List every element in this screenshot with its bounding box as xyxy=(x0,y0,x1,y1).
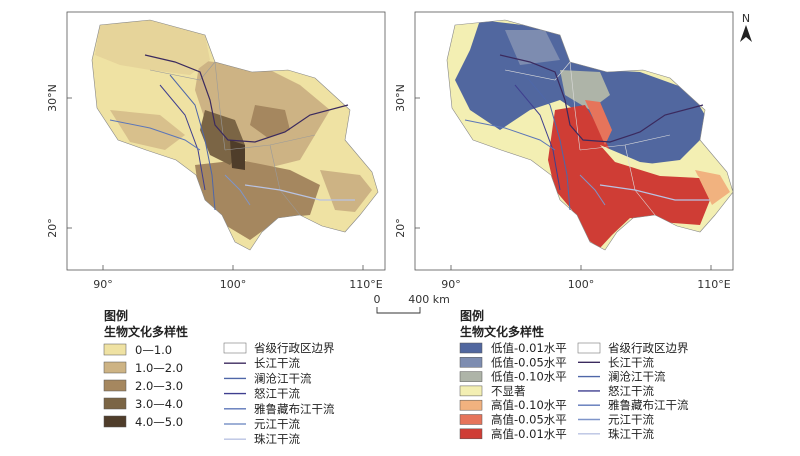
right-layer-river-label-1: 澜沧江干流 xyxy=(608,370,666,384)
left-layer-river-label-0: 长江干流 xyxy=(254,356,300,370)
right-tick-x-110: 110°E xyxy=(697,278,730,291)
right-legend-class-label-2: 低值-0.10水平 xyxy=(491,370,567,384)
scale-bar: 0 400 km xyxy=(374,293,450,314)
scale-label-start: 0 xyxy=(374,293,381,306)
left-legend-class-label-4: 4.0—5.0 xyxy=(135,415,183,429)
left-lancang-river xyxy=(169,74,216,211)
north-arrow-label: N xyxy=(742,12,750,25)
right-province-boundaries xyxy=(504,61,671,216)
right-legend-class-swatch-0 xyxy=(459,342,483,354)
left-rivers xyxy=(109,54,355,211)
left-legend-subtitle: 生物文化多样性 xyxy=(104,324,188,339)
right-layer-river-label-4: 元江干流 xyxy=(608,413,654,427)
right-region-ns-band xyxy=(600,145,700,178)
right-region-high-p10 xyxy=(695,170,730,205)
left-legend-class-swatch-3 xyxy=(103,397,127,410)
left-legend-class-label-3: 3.0—4.0 xyxy=(135,397,183,411)
right-region-low-p10 xyxy=(560,70,610,110)
left-tick-y-20: 20° xyxy=(46,218,59,238)
left-legend-class-label-0: 0—1.0 xyxy=(135,343,172,357)
right-legend-title: 图例 xyxy=(460,308,484,323)
right-legend: 图例 生物文化多样性 低值-0.01水平低值-0.05水平低值-0.10水平不显… xyxy=(459,308,567,441)
right-legend-class-label-1: 低值-0.05水平 xyxy=(491,355,567,369)
left-legend-class-swatch-0 xyxy=(103,343,127,356)
right-legend-class-swatch-1 xyxy=(459,357,483,368)
left-legend-title: 图例 xyxy=(104,308,128,323)
right-lancang-river xyxy=(524,74,571,211)
right-yuan-river xyxy=(579,174,606,206)
right-layer-river-label-5: 珠江干流 xyxy=(608,427,654,441)
north-arrow: N xyxy=(740,12,752,42)
left-layer-river-label-3: 雅鲁藏布江干流 xyxy=(254,402,335,416)
left-region-sichuan xyxy=(250,105,290,138)
left-tick-x-90: 90° xyxy=(93,278,113,291)
left-tick-y-30: 30°N xyxy=(46,84,59,112)
right-layer-river-label-0: 长江干流 xyxy=(608,355,654,369)
right-yangtze-river xyxy=(499,54,704,143)
left-region-peak xyxy=(230,140,245,170)
scale-bar-line xyxy=(376,307,421,314)
north-arrow-icon xyxy=(740,25,752,42)
right-legend-subtitle: 生物文化多样性 xyxy=(460,324,544,339)
left-legend-class-swatch-1 xyxy=(103,361,127,374)
right-study-area-outline xyxy=(446,19,734,251)
right-axis-ticks xyxy=(415,97,712,270)
left-layer-boundary-label: 省级行政区边界 xyxy=(254,341,335,355)
left-study-area-outline xyxy=(91,19,379,251)
left-yangtze-river xyxy=(144,54,349,143)
left-legend-class-swatch-2 xyxy=(103,379,127,392)
right-layer-boundary-swatch xyxy=(577,342,601,354)
left-layer-river-label-5: 珠江干流 xyxy=(254,432,300,446)
right-legend-class-label-6: 高值-0.01水平 xyxy=(491,427,567,441)
left-legend-class-label-2: 2.0—3.0 xyxy=(135,379,183,393)
right-pearl-river xyxy=(599,184,710,201)
right-legend-class-swatch-6 xyxy=(459,428,483,440)
right-legend-class-swatch-3 xyxy=(459,385,483,397)
left-region-tibet xyxy=(110,110,185,150)
left-layer-boundary-swatch xyxy=(223,342,247,354)
right-tick-y-30: 30°N xyxy=(394,84,407,112)
scale-label-end: 400 km xyxy=(408,293,450,306)
left-region-south xyxy=(195,160,320,240)
left-layer-river-label-4: 元江干流 xyxy=(254,417,300,431)
left-legend-classes: 0—1.0 1.0—2.0 2.0—3.0 3.0—4.0 4.0—5.0 xyxy=(103,343,183,429)
right-legend-class-swatch-2 xyxy=(459,371,483,382)
left-legend-class-label-1: 1.0—2.0 xyxy=(135,361,183,375)
left-tick-x-100: 100° xyxy=(220,278,247,291)
right-tick-x-90: 90° xyxy=(441,278,461,291)
right-rivers xyxy=(464,54,710,211)
left-layer-river-label-2: 怒江干流 xyxy=(254,387,300,401)
right-tick-y-20: 20° xyxy=(394,218,407,238)
right-layer-river-label-3: 雅鲁藏布江干流 xyxy=(608,398,689,412)
right-legend-class-swatch-4 xyxy=(459,399,483,411)
left-legend: 图例 生物文化多样性 0—1.0 1.0—2.0 2.0—3.0 3.0—4.0 4.0… xyxy=(103,308,188,429)
right-layer-river-label-2: 怒江干流 xyxy=(608,384,654,398)
left-legend-class-swatch-4 xyxy=(103,415,127,428)
left-nu-river xyxy=(159,84,206,191)
left-axis-ticks xyxy=(67,97,364,270)
right-yarlung-river xyxy=(464,119,556,151)
right-region-high-p05 xyxy=(585,100,612,145)
right-legend-class-label-5: 高值-0.05水平 xyxy=(491,413,567,427)
right-legend-class-label-4: 高值-0.10水平 xyxy=(491,398,567,412)
left-yarlung-river xyxy=(109,119,201,151)
right-legend-class-swatch-5 xyxy=(459,414,483,425)
left-region-north-plateau xyxy=(95,20,210,75)
left-pearl-river xyxy=(244,184,355,201)
right-legend-class-label-3: 不显著 xyxy=(491,384,526,398)
right-layer-boundary-label: 省级行政区边界 xyxy=(608,341,689,355)
right-region-low-p05 xyxy=(505,30,560,65)
left-tick-x-110: 110°E xyxy=(349,278,382,291)
left-region-east xyxy=(320,170,372,212)
right-legend-class-label-0: 低值-0.01水平 xyxy=(491,341,567,355)
right-legend-classes: 低值-0.01水平低值-0.05水平低值-0.10水平不显著高值-0.10水平高… xyxy=(459,341,567,441)
right-nu-river xyxy=(514,84,561,191)
left-province-boundaries xyxy=(149,61,316,216)
left-yuan-river xyxy=(224,174,251,206)
right-tick-x-100: 100° xyxy=(568,278,595,291)
left-layer-river-label-1: 澜沧江干流 xyxy=(254,371,312,385)
